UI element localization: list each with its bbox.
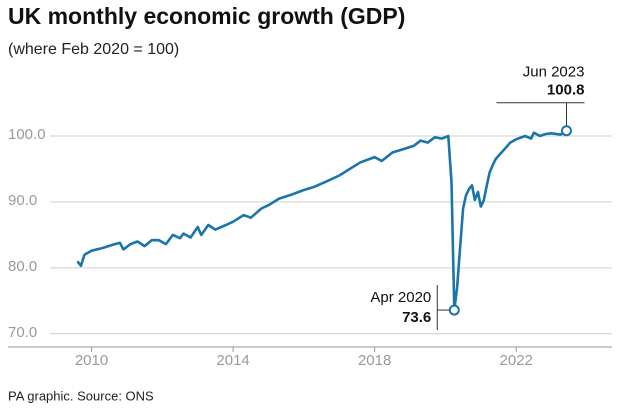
chart-subtitle: (where Feb 2020 = 100) [8,41,179,58]
y-tick-label: 70.0 [8,324,37,341]
annotation-label: Apr 2020 [370,289,431,306]
y-tick-label: 90.0 [8,192,37,209]
source: PA graphic. Source: ONS [8,388,154,403]
annotation-value: 100.8 [547,82,585,99]
annotation-value: 73.6 [402,309,431,326]
y-tick-label: 100.0 [8,126,46,143]
x-tick-label: 2018 [358,352,391,369]
y-tick-label: 80.0 [8,258,37,275]
x-tick-label: 2010 [75,352,108,369]
data-line [76,129,568,312]
x-tick-label: 2022 [500,352,533,369]
annotation-label: Jun 2023 [523,64,585,81]
marker [448,304,460,316]
chart-title: UK monthly economic growth (GDP) [8,3,405,29]
marker [560,125,572,137]
x-tick-label: 2014 [216,352,249,369]
